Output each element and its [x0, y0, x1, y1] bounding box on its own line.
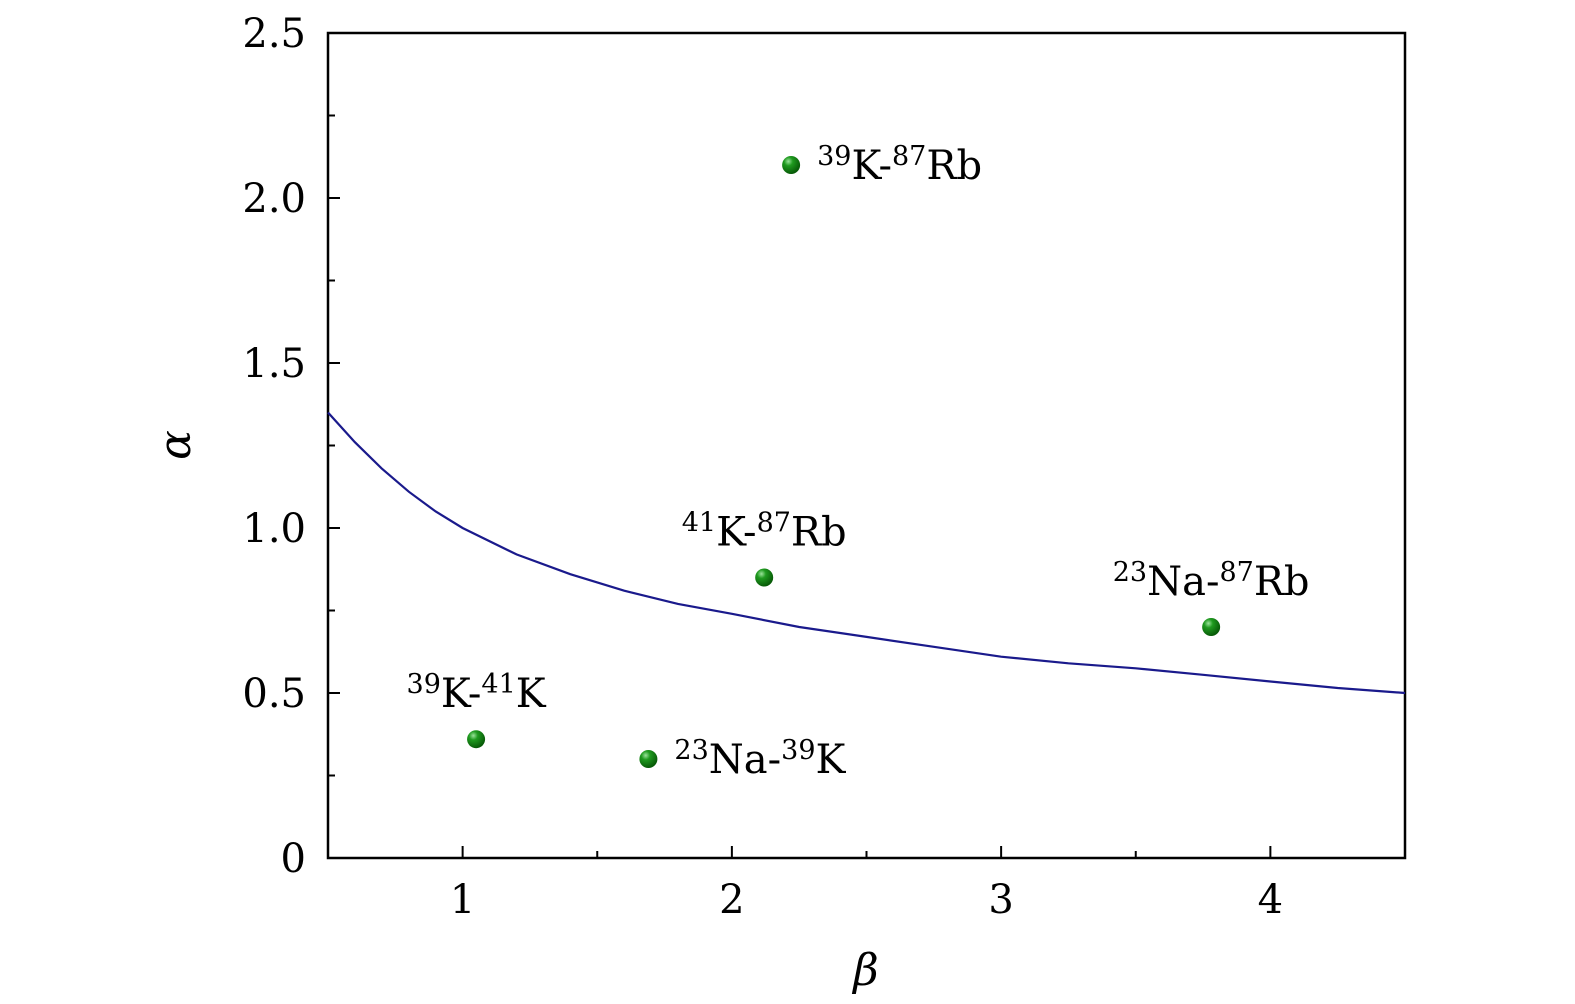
mass-number: 87 — [1219, 557, 1253, 588]
element-symbol: K — [516, 671, 547, 717]
curve-layer — [327, 411, 1406, 695]
y-tick-label: 1.5 — [242, 341, 306, 387]
element-symbol: Na — [709, 737, 768, 783]
x-tick-label: 3 — [988, 877, 1013, 923]
y-tick-label: 0 — [281, 836, 306, 882]
axis-ticks: 1 2 3 400.51.01.52.02.5 — [242, 11, 1283, 923]
mass-number: 23 — [674, 735, 708, 766]
mass-number: 41 — [481, 669, 515, 700]
element-symbol: K — [851, 143, 882, 189]
label-hyphen: - — [743, 510, 757, 556]
boundary-curve — [327, 411, 1406, 695]
data-point — [639, 750, 658, 768]
element-symbol: Rb — [791, 510, 847, 556]
mass-number: 87 — [757, 508, 791, 539]
data-point — [467, 730, 486, 749]
mass-number: 23 — [1113, 557, 1147, 588]
element-symbol: Na — [1147, 559, 1206, 605]
label-hyphen: - — [468, 671, 482, 717]
mass-number: 39 — [781, 735, 815, 766]
element-symbol: K — [816, 737, 847, 783]
element-symbol: K — [716, 510, 747, 556]
data-point — [782, 156, 801, 174]
label-hyphen: - — [878, 143, 892, 189]
element-symbol: Rb — [926, 143, 982, 189]
x-tick-label: 1 — [450, 877, 475, 923]
y-tick-label: 2.5 — [242, 11, 306, 57]
point-label: 41K-87Rb — [682, 508, 847, 556]
x-tick-label: 2 — [719, 877, 744, 923]
y-tick-label: 1.0 — [242, 506, 306, 552]
x-axis-label: β — [851, 945, 878, 996]
y-tick-label: 0.5 — [242, 671, 306, 717]
y-tick-label: 2.0 — [242, 176, 306, 222]
y-axis-label: α — [150, 430, 201, 460]
mass-number: 41 — [682, 508, 716, 539]
data-point — [1202, 618, 1221, 636]
mass-number: 87 — [892, 141, 926, 172]
point-label: 23Na-39K — [674, 735, 846, 783]
point-label: 23Na-87Rb — [1113, 557, 1310, 605]
point-label: 39K-41K — [407, 669, 547, 717]
mass-number: 39 — [817, 141, 851, 172]
element-symbol: K — [441, 671, 472, 717]
mass-number: 39 — [407, 669, 441, 700]
point-label: 39K-87Rb — [817, 141, 982, 189]
data-point — [755, 568, 774, 587]
x-tick-label: 4 — [1258, 877, 1283, 923]
label-hyphen: - — [1206, 559, 1220, 605]
element-symbol: Rb — [1254, 559, 1310, 605]
label-hyphen: - — [768, 737, 782, 783]
